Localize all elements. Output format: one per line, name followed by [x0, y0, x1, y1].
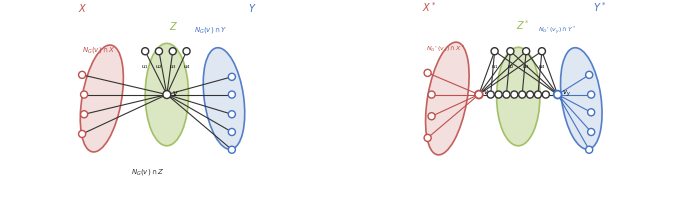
- Circle shape: [169, 48, 176, 55]
- Circle shape: [491, 48, 498, 55]
- Circle shape: [228, 128, 236, 136]
- Circle shape: [155, 48, 162, 55]
- Circle shape: [527, 91, 533, 98]
- Text: $u_2$: $u_2$: [507, 63, 514, 71]
- Circle shape: [228, 111, 236, 118]
- Ellipse shape: [145, 43, 189, 146]
- Text: $X^*$: $X^*$: [422, 0, 436, 14]
- Circle shape: [507, 48, 514, 55]
- Ellipse shape: [80, 45, 124, 152]
- Circle shape: [519, 91, 526, 98]
- Text: $N_G(v)\cap Y$: $N_G(v)\cap Y$: [194, 25, 228, 35]
- Text: $u_2$: $u_2$: [155, 63, 163, 71]
- Text: $N_G(v)\cap X$: $N_G(v)\cap X$: [82, 45, 115, 55]
- Circle shape: [587, 109, 595, 116]
- Text: $u_3$: $u_3$: [522, 63, 530, 71]
- Circle shape: [81, 111, 88, 118]
- Circle shape: [79, 71, 86, 78]
- Circle shape: [228, 146, 236, 153]
- Text: $X$: $X$: [78, 2, 88, 14]
- Text: $v_x$: $v_x$: [483, 89, 492, 98]
- Text: $u_1$: $u_1$: [142, 63, 149, 71]
- Text: $Z$: $Z$: [169, 20, 178, 32]
- Text: $N_{G^*}(v_y)\cap Y^*$: $N_{G^*}(v_y)\cap Y^*$: [538, 24, 577, 36]
- Text: $N_{G^*}(v_x)\cap X^*$: $N_{G^*}(v_x)\cap X^*$: [426, 44, 465, 54]
- Text: $v$: $v$: [172, 89, 178, 98]
- Circle shape: [587, 128, 595, 136]
- Circle shape: [424, 134, 431, 141]
- Circle shape: [487, 91, 494, 98]
- Circle shape: [81, 91, 88, 98]
- Circle shape: [228, 91, 236, 98]
- Circle shape: [503, 91, 510, 98]
- Circle shape: [475, 91, 483, 98]
- Circle shape: [428, 113, 435, 120]
- Circle shape: [428, 91, 435, 98]
- Circle shape: [79, 130, 86, 138]
- Circle shape: [522, 48, 530, 55]
- Circle shape: [586, 146, 593, 153]
- Text: $u_4$: $u_4$: [538, 63, 546, 71]
- Circle shape: [163, 91, 171, 98]
- Circle shape: [495, 91, 502, 98]
- Circle shape: [228, 73, 236, 80]
- Ellipse shape: [497, 47, 540, 146]
- Circle shape: [587, 91, 595, 98]
- Text: $Y^*$: $Y^*$: [593, 0, 606, 14]
- Circle shape: [542, 91, 549, 98]
- Text: $Z^*$: $Z^*$: [516, 18, 531, 32]
- Ellipse shape: [560, 48, 602, 149]
- Text: $Y$: $Y$: [247, 2, 256, 14]
- Circle shape: [586, 71, 593, 78]
- Text: $u_4$: $u_4$: [182, 63, 191, 71]
- Circle shape: [424, 69, 431, 76]
- Circle shape: [534, 91, 542, 98]
- Text: $u_3$: $u_3$: [169, 63, 177, 71]
- Text: $u_1$: $u_1$: [491, 63, 498, 71]
- Circle shape: [183, 48, 190, 55]
- Ellipse shape: [426, 42, 469, 155]
- Circle shape: [538, 48, 545, 55]
- Ellipse shape: [203, 48, 245, 149]
- Circle shape: [511, 91, 518, 98]
- Circle shape: [142, 48, 149, 55]
- Circle shape: [553, 91, 562, 98]
- Text: $N_G(v)\cap Z$: $N_G(v)\cap Z$: [131, 167, 165, 177]
- Text: $v_y$: $v_y$: [562, 88, 571, 99]
